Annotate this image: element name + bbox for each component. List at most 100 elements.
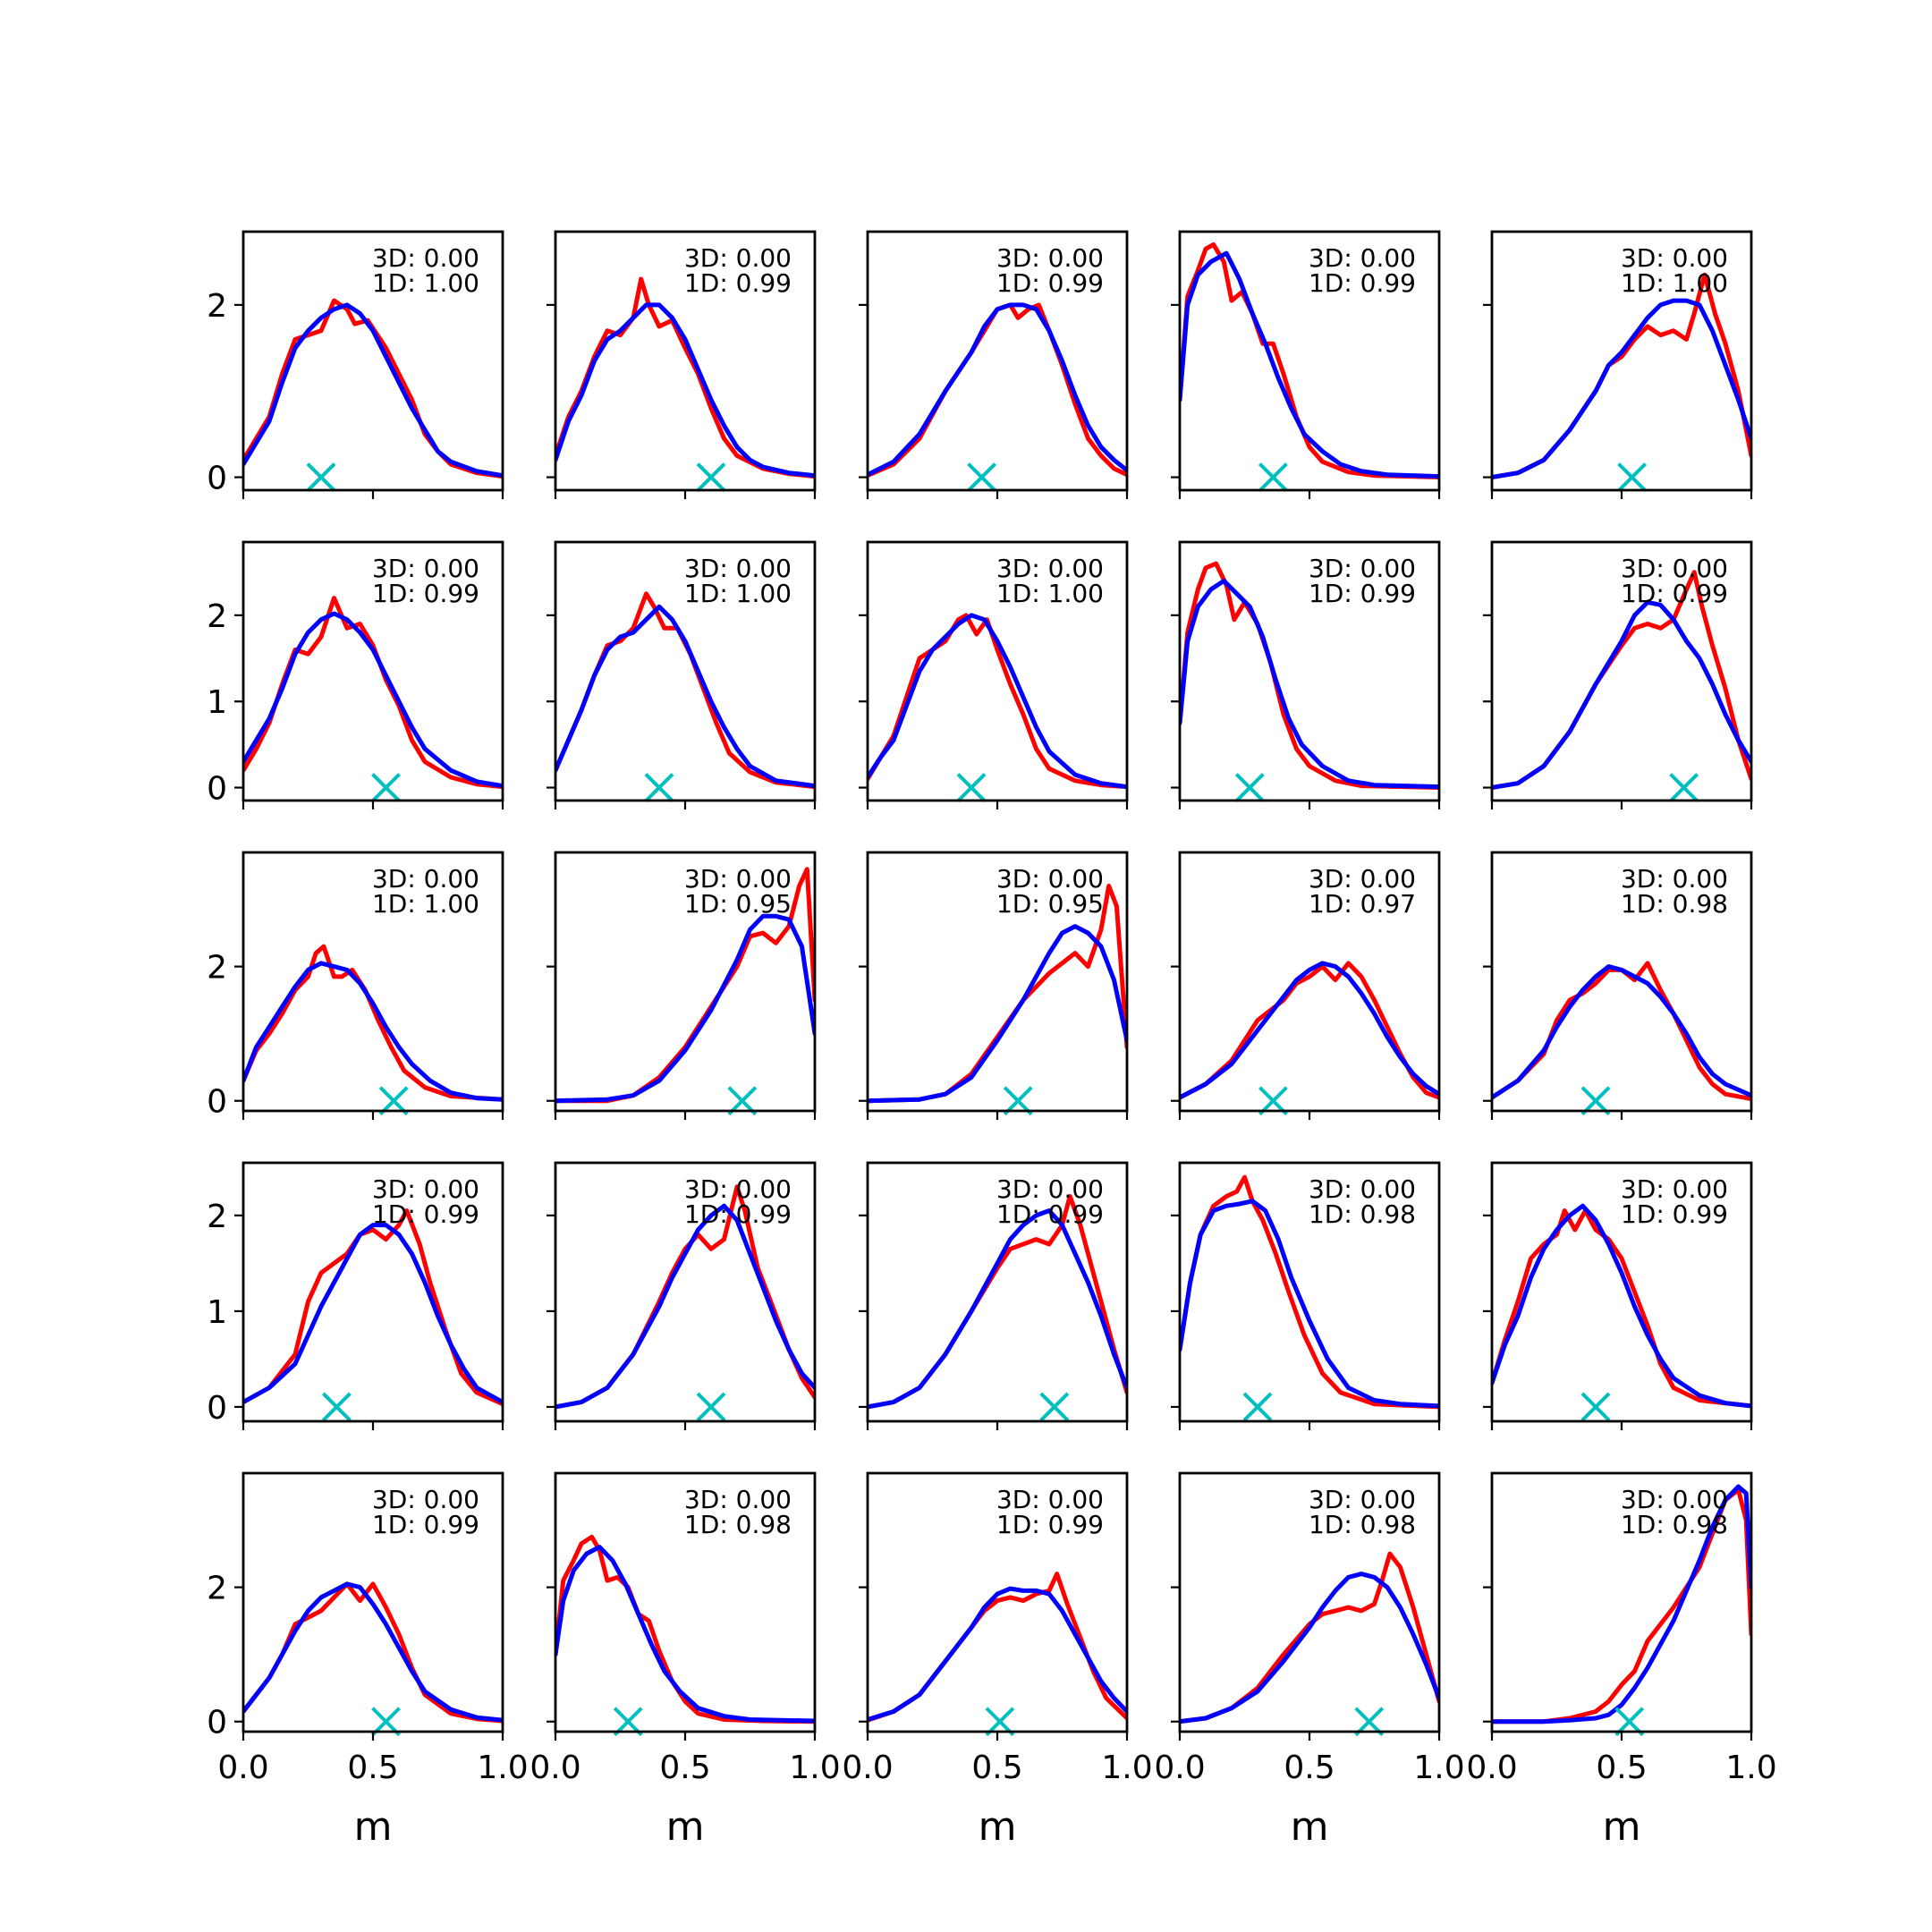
blue-curve bbox=[868, 924, 1127, 1104]
score-1d-label: 1D: 0.95 bbox=[684, 889, 792, 919]
x-marker bbox=[1234, 773, 1265, 802]
x-marker bbox=[1258, 462, 1288, 492]
x-marker bbox=[696, 462, 726, 492]
score-3d-label: 3D: 0.00 bbox=[684, 864, 792, 894]
score-1d-label: 1D: 0.99 bbox=[1309, 268, 1416, 298]
score-1d-label: 1D: 0.99 bbox=[372, 579, 479, 608]
blue-curve bbox=[1180, 1572, 1439, 1724]
score-3d-label: 3D: 0.00 bbox=[1309, 1174, 1416, 1204]
score-1d-label: 1D: 0.98 bbox=[1621, 889, 1728, 919]
x-marker bbox=[1617, 462, 1648, 492]
score-3d-label: 3D: 0.00 bbox=[684, 1485, 792, 1514]
y-tick-label: 0 bbox=[207, 461, 227, 497]
x-axis-label: m bbox=[1291, 1804, 1329, 1850]
y-tick-label: 1 bbox=[207, 684, 227, 721]
x-marker bbox=[696, 1392, 726, 1422]
y-tick-label: 2 bbox=[207, 598, 227, 635]
score-3d-label: 3D: 0.00 bbox=[684, 1174, 792, 1204]
score-1d-label: 1D: 0.97 bbox=[1309, 889, 1416, 919]
score-1d-label: 1D: 0.98 bbox=[1309, 1510, 1416, 1539]
score-3d-label: 3D: 0.00 bbox=[372, 243, 479, 273]
x-marker bbox=[1669, 773, 1699, 802]
score-1d-label: 1D: 1.00 bbox=[372, 889, 479, 919]
blue-curve bbox=[1492, 298, 1751, 479]
y-tick-label: 2 bbox=[207, 1571, 227, 1607]
x-marker bbox=[956, 773, 987, 802]
blue-curve bbox=[555, 913, 815, 1104]
blue-curve bbox=[243, 1223, 503, 1405]
score-3d-label: 3D: 0.00 bbox=[1621, 864, 1728, 894]
red-curve bbox=[1492, 1208, 1751, 1409]
x-axis-label: m bbox=[354, 1804, 393, 1850]
score-1d-label: 1D: 0.99 bbox=[684, 1199, 792, 1229]
score-3d-label: 3D: 0.00 bbox=[372, 1485, 479, 1514]
x-tick-label: 0.0 bbox=[217, 1750, 268, 1786]
x-axis-label: m bbox=[979, 1804, 1017, 1850]
score-1d-label: 1D: 0.99 bbox=[1621, 1199, 1728, 1229]
x-tick-label: 1.0 bbox=[1413, 1750, 1464, 1786]
x-tick-label: 0.0 bbox=[1466, 1750, 1517, 1786]
blue-curve bbox=[1180, 250, 1439, 479]
score-1d-label: 1D: 0.98 bbox=[1621, 1510, 1728, 1539]
blue-curve bbox=[1492, 964, 1751, 1100]
blue-curve bbox=[555, 1545, 815, 1724]
x-tick-label: 1.0 bbox=[477, 1750, 528, 1786]
x-tick-label: 1.0 bbox=[1725, 1750, 1776, 1786]
score-1d-label: 1D: 0.99 bbox=[372, 1199, 479, 1229]
red-curve bbox=[868, 613, 1127, 790]
score-1d-label: 1D: 1.00 bbox=[996, 579, 1104, 608]
red-curve bbox=[1180, 961, 1439, 1100]
x-marker bbox=[1580, 1392, 1611, 1422]
x-tick-label: 1.0 bbox=[789, 1750, 840, 1786]
y-tick-label: 0 bbox=[207, 771, 227, 808]
x-tick-label: 0.5 bbox=[1284, 1750, 1335, 1786]
x-marker bbox=[1242, 1392, 1273, 1422]
score-1d-label: 1D: 0.99 bbox=[372, 1510, 479, 1539]
score-3d-label: 3D: 0.00 bbox=[996, 1174, 1104, 1204]
x-tick-label: 0.5 bbox=[659, 1750, 710, 1786]
x-tick-label: 0.0 bbox=[842, 1750, 893, 1786]
score-1d-label: 1D: 0.99 bbox=[1621, 579, 1728, 608]
blue-curve bbox=[1180, 961, 1439, 1100]
y-tick-label: 0 bbox=[207, 1705, 227, 1741]
score-3d-label: 3D: 0.00 bbox=[372, 554, 479, 583]
blue-curve bbox=[243, 302, 503, 479]
blue-curve bbox=[868, 1586, 1127, 1722]
score-1d-label: 1D: 0.99 bbox=[996, 1510, 1104, 1539]
red-curve bbox=[555, 276, 815, 479]
blue-curve bbox=[555, 1203, 815, 1410]
score-3d-label: 3D: 0.00 bbox=[684, 243, 792, 273]
x-tick-label: 1.0 bbox=[1101, 1750, 1152, 1786]
x-marker bbox=[306, 462, 336, 492]
score-3d-label: 3D: 0.00 bbox=[1621, 243, 1728, 273]
x-axis-label: m bbox=[1603, 1804, 1641, 1850]
red-curve bbox=[1492, 961, 1751, 1101]
x-marker bbox=[1039, 1392, 1070, 1422]
score-1d-label: 1D: 0.99 bbox=[1309, 579, 1416, 608]
blue-curve bbox=[868, 302, 1127, 478]
score-3d-label: 3D: 0.00 bbox=[996, 864, 1104, 894]
blue-curve bbox=[1492, 1203, 1751, 1409]
score-1d-label: 1D: 0.98 bbox=[1309, 1199, 1416, 1229]
red-curve bbox=[555, 591, 815, 790]
score-3d-label: 3D: 0.00 bbox=[996, 243, 1104, 273]
red-curve bbox=[1492, 272, 1751, 479]
x-marker bbox=[967, 462, 997, 492]
score-1d-label: 1D: 0.99 bbox=[996, 268, 1104, 298]
